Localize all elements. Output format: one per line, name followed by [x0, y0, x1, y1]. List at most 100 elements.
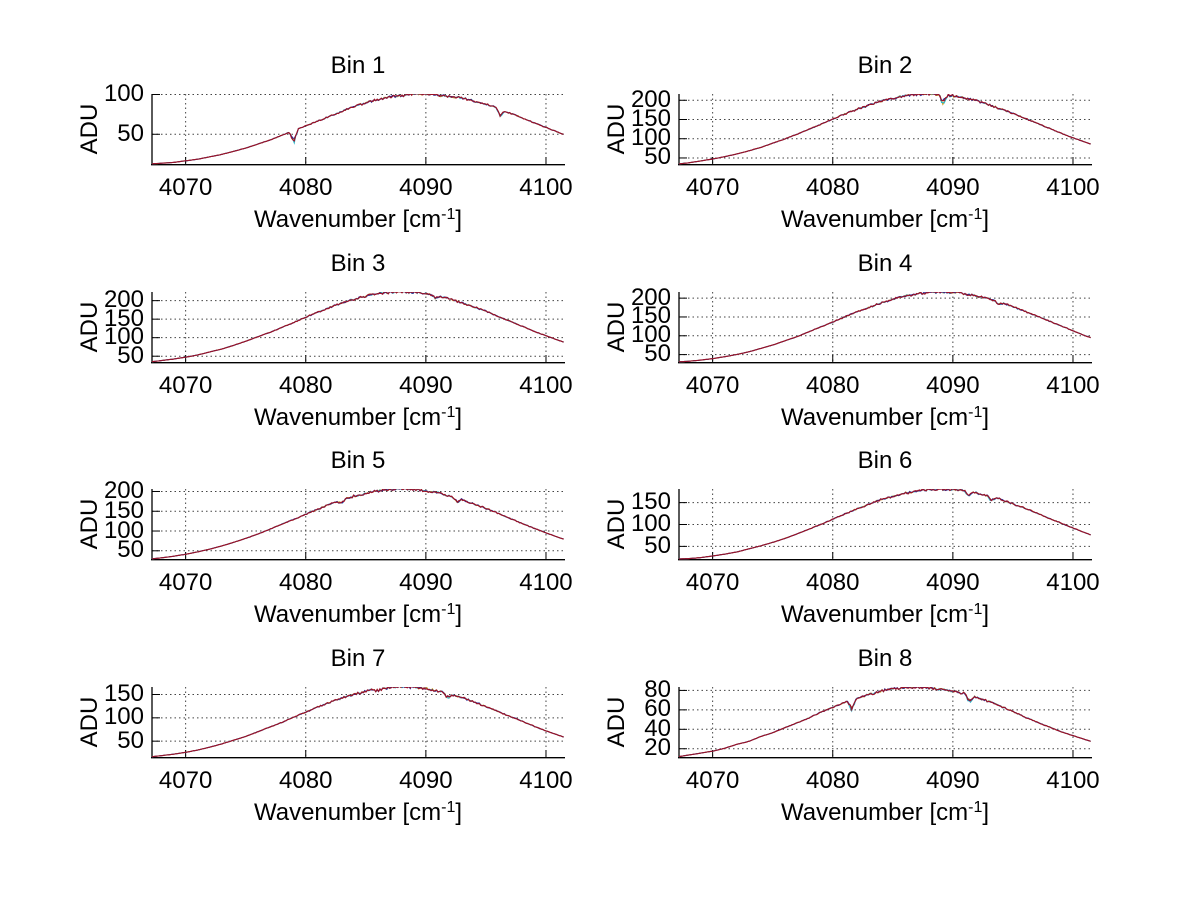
x-tick-label: 4090	[926, 372, 980, 399]
y-tick-label: 60	[644, 695, 671, 723]
spectrum-line-3	[678, 489, 1091, 560]
x-tick-label: 4100	[519, 174, 573, 201]
spectrum-line-4	[151, 292, 564, 363]
x-tick-label: 4080	[806, 767, 860, 794]
x-axis-label-text: Wavenumber [cm	[253, 404, 442, 431]
subplot-bin-6: Bin 6 ADU 4070 4080 4090 4100 50 100 150 Wavenumb…	[544, 443, 1106, 638]
x-axis-label-text: Wavenumber [cm	[780, 601, 969, 628]
x-axis-label-exponent: -1	[968, 206, 983, 223]
plot-area	[151, 489, 565, 561]
y-tick-label: 100	[630, 124, 671, 152]
x-axis-label: Wavenumber [cm-1]	[152, 799, 564, 827]
x-axis-label: Wavenumber [cm-1]	[679, 799, 1091, 827]
subplot-bin-1: Bin 1 ADU 4070 4080 4090 4100 50 100 Wavenumber …	[17, 48, 579, 243]
subplot-title: Bin 8	[857, 645, 913, 672]
y-tick-label: 150	[103, 496, 144, 524]
subplot-bin-7: Bin 7 ADU 4070 4080 4090 4100 50 100 150 Wavenumb…	[17, 641, 579, 836]
x-axis-label: Wavenumber [cm-1]	[679, 206, 1091, 234]
x-tick-label: 4090	[926, 767, 980, 794]
y-tick-label: 100	[103, 516, 144, 544]
y-tick-label: 50	[644, 340, 671, 368]
y-tick-label: 50	[117, 119, 144, 147]
x-axis-label-text: Wavenumber [cm	[780, 404, 969, 431]
x-axis-label-bracket: ]	[982, 601, 990, 628]
plot-area	[678, 489, 1092, 561]
x-axis-label: Wavenumber [cm-1]	[679, 404, 1091, 432]
spectrum-line-1	[678, 687, 1091, 758]
x-tick-label: 4070	[158, 569, 213, 596]
subplot-bin-5: Bin 5 ADU 4070 4080 4090 4100 50 100 150 200 Waven…	[17, 443, 579, 638]
x-axis-label-text: Wavenumber [cm	[253, 601, 442, 628]
x-tick-label: 4070	[158, 372, 213, 399]
x-tick-label: 4080	[279, 767, 333, 794]
x-tick-label: 4100	[1046, 372, 1100, 399]
x-axis-label-text: Wavenumber [cm	[253, 799, 442, 826]
y-tick-label: 150	[630, 488, 671, 516]
x-axis-label-exponent: -1	[441, 206, 456, 223]
y-tick-label: 50	[644, 531, 671, 559]
y-tick-label: 150	[630, 302, 671, 330]
spectrum-line-4	[151, 687, 564, 758]
x-tick-label: 4090	[926, 569, 980, 596]
spectrum-line-4	[678, 489, 1091, 560]
subplot-bin-2: Bin 2 ADU 4070 4080 4090 4100 50 100 150 200 Waven…	[544, 48, 1106, 243]
x-tick-label: 4090	[399, 569, 453, 596]
x-tick-label: 4100	[519, 767, 573, 794]
y-tick-label: 50	[117, 726, 144, 754]
x-axis-label: Wavenumber [cm-1]	[152, 206, 564, 234]
x-tick-label: 4090	[399, 174, 453, 201]
x-tick-label: 4100	[519, 372, 573, 399]
x-tick-label: 4080	[279, 174, 333, 201]
plot-area	[678, 292, 1092, 364]
spectrum-line-2	[678, 489, 1091, 560]
x-axis-label: Wavenumber [cm-1]	[152, 601, 564, 629]
x-tick-label: 4070	[158, 767, 213, 794]
subplot-title: Bin 1	[330, 52, 386, 79]
subplot-title: Bin 2	[857, 52, 913, 79]
x-tick-label: 4070	[685, 174, 740, 201]
x-tick-label: 4100	[1046, 569, 1100, 596]
x-tick-label: 4070	[685, 569, 740, 596]
spectrum-line-4	[678, 292, 1091, 363]
y-tick-label: 100	[630, 510, 671, 537]
subplot-title: Bin 7	[330, 645, 386, 672]
x-axis-label-exponent: -1	[441, 601, 456, 618]
y-tick-label: 100	[630, 321, 671, 349]
plot-area	[151, 94, 565, 166]
spectrum-line-4	[678, 94, 1091, 165]
subplot-title: Bin 3	[330, 250, 386, 277]
subplot-title: Bin 5	[330, 447, 386, 474]
x-axis-label-exponent: -1	[968, 601, 983, 618]
x-axis-label: Wavenumber [cm-1]	[679, 601, 1091, 629]
spectrum-line-4	[151, 489, 564, 560]
y-tick-label: 50	[117, 536, 144, 564]
x-axis-label-text: Wavenumber [cm	[780, 206, 969, 233]
y-tick-label: 100	[103, 703, 144, 731]
plot-area	[151, 292, 565, 364]
y-tick-label: 50	[117, 341, 144, 369]
x-axis-label-exponent: -1	[441, 799, 456, 816]
x-tick-label: 4080	[806, 174, 860, 201]
x-axis-label-exponent: -1	[968, 404, 983, 421]
x-axis-label-text: Wavenumber [cm	[253, 206, 442, 233]
x-tick-label: 4090	[926, 174, 980, 201]
plot-area	[678, 94, 1092, 166]
x-axis-label-exponent: -1	[441, 404, 456, 421]
y-tick-label: 200	[103, 476, 144, 504]
x-tick-label: 4100	[519, 569, 573, 596]
x-axis-label-bracket: ]	[455, 799, 463, 826]
x-axis-label: Wavenumber [cm-1]	[152, 404, 564, 432]
spectrum-line-4	[678, 687, 1091, 758]
x-tick-label: 4090	[399, 767, 453, 794]
x-tick-label: 4100	[1046, 767, 1100, 794]
x-axis-label-exponent: -1	[968, 799, 983, 816]
spectrum-line-2	[678, 687, 1091, 758]
spectrum-line-4	[151, 94, 564, 165]
y-tick-label: 200	[103, 286, 144, 314]
y-tick-label: 100	[103, 323, 144, 351]
x-tick-label: 4070	[158, 174, 213, 201]
x-axis-label-bracket: ]	[982, 206, 990, 233]
subplot-title: Bin 6	[857, 447, 913, 474]
y-tick-label: 100	[103, 80, 144, 107]
